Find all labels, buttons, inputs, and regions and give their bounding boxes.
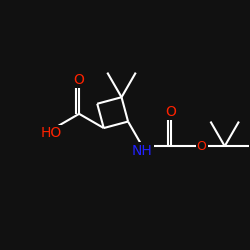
Text: O: O bbox=[165, 105, 176, 119]
Text: O: O bbox=[197, 140, 206, 153]
Text: O: O bbox=[74, 73, 85, 87]
Text: NH: NH bbox=[132, 144, 153, 158]
Text: HO: HO bbox=[40, 126, 62, 140]
